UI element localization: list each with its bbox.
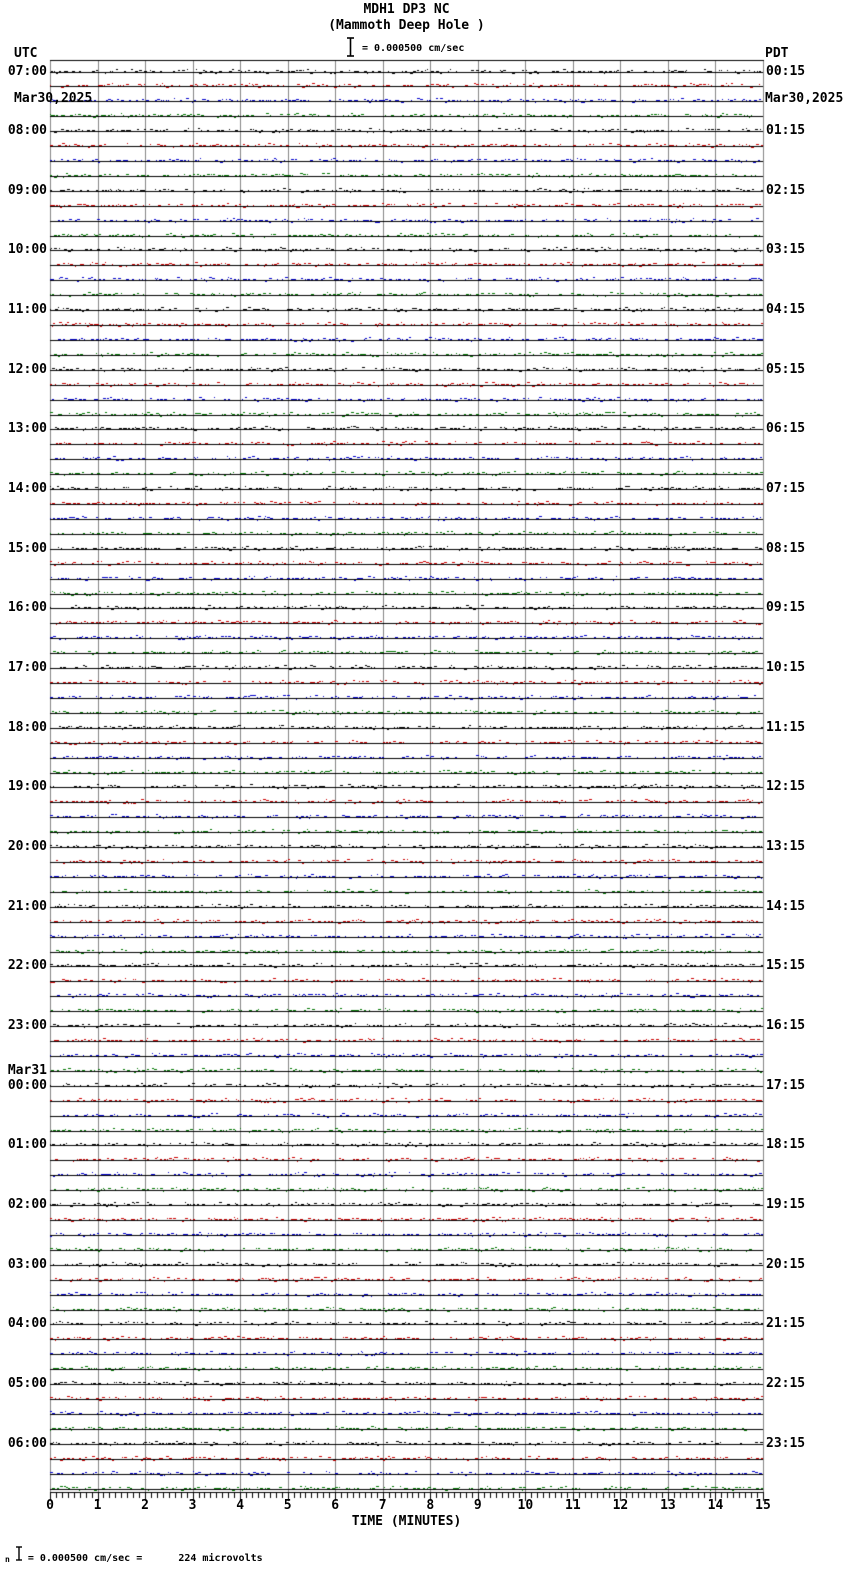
utc-hour-label: 14:00 [7,481,47,496]
pdt-hour-label: 19:15 [766,1197,806,1212]
pdt-hour-label: 18:15 [766,1137,806,1152]
x-axis-tick-label: 6 [331,1498,340,1513]
utc-hour-label: 12:00 [7,362,47,377]
pdt-hour-label: 11:15 [766,720,806,735]
pdt-hour-label: 06:15 [766,421,806,436]
pdt-hour-label: 02:15 [766,183,806,198]
utc-hour-label: 18:00 [7,720,47,735]
pdt-hour-label: 21:15 [766,1316,806,1331]
pdt-hour-label: 07:15 [766,481,806,496]
x-axis-tick-label: 3 [188,1498,197,1513]
x-axis-tick-label: 9 [473,1498,482,1513]
pdt-hour-label: 10:15 [766,660,806,675]
x-axis-tick-label: 5 [283,1498,292,1513]
footer-calibration-label: = 0.000500 cm/sec = 224 microvolts [27,1553,263,1564]
x-axis-tick-label: 10 [517,1498,534,1513]
x-axis-title: TIME (MINUTES) [351,1514,462,1529]
utc-hour-label: 11:00 [7,302,47,317]
utc-hour-label: 01:00 [7,1137,47,1152]
x-axis-tick-label: 15 [755,1498,771,1513]
utc-hour-label: 09:00 [7,183,47,198]
utc-hour-label: 22:00 [7,958,47,973]
utc-hour-label: 00:00 [7,1078,47,1093]
utc-hour-label: 06:00 [7,1436,47,1451]
scale-value-label: = 0.000500 cm/sec [362,43,465,54]
left-timezone-block: UTC Mar30,2025 [14,16,92,136]
pdt-hour-label: 03:15 [766,242,806,257]
utc-hour-label: 05:00 [7,1376,47,1391]
footer-prefix-glyph: n [5,1555,10,1564]
utc-hour-label: 04:00 [7,1316,47,1331]
x-axis-tick-label: 1 [93,1498,102,1513]
utc-hour-label: 17:00 [7,660,47,675]
pdt-hour-label: 08:15 [766,541,806,556]
pdt-hour-label: 22:15 [766,1376,806,1391]
pdt-hour-label: 16:15 [766,1018,806,1033]
date-marker-label: Mar31 [7,1063,47,1078]
utc-hour-label: 20:00 [7,839,47,854]
footer-scale-bar-icon [15,1546,23,1565]
x-axis-tick-label: 11 [565,1498,581,1513]
x-axis-tick-label: 12 [612,1498,629,1513]
pdt-hour-label: 00:15 [766,64,806,79]
right-date-label: Mar30,2025 [765,91,844,106]
utc-hour-label: 08:00 [7,123,47,138]
utc-hour-label: 19:00 [7,779,47,794]
x-axis-tick-label: 7 [378,1498,387,1513]
calibration-footer: n = 0.000500 cm/sec = 224 microvolts [5,1546,263,1565]
right-timezone-label: PDT [765,46,789,61]
utc-hour-label: 16:00 [7,600,47,615]
scale-bar-icon [346,37,355,61]
pdt-hour-label: 04:15 [766,302,806,317]
utc-hour-label: 07:00 [7,64,47,79]
x-axis-tick-label: 2 [141,1498,149,1513]
utc-hour-label: 10:00 [7,242,47,257]
pdt-hour-label: 17:15 [766,1078,806,1093]
pdt-hour-label: 09:15 [766,600,806,615]
pdt-hour-label: 20:15 [766,1257,806,1272]
x-axis-tick-label: 4 [236,1498,245,1513]
x-axis-tick-label: 8 [426,1498,435,1513]
utc-hour-label: 21:00 [7,899,47,914]
left-timezone-label: UTC [14,46,38,61]
x-axis-tick-label: 13 [660,1498,676,1513]
x-axis-tick-label: 14 [707,1498,724,1513]
page-subtitle: (Mammoth Deep Hole ) [328,18,485,33]
utc-hour-label: 15:00 [7,541,47,556]
pdt-hour-label: 14:15 [766,899,806,914]
pdt-hour-label: 01:15 [766,123,806,138]
utc-hour-label: 03:00 [7,1257,47,1272]
pdt-hour-label: 15:15 [766,958,806,973]
utc-hour-label: 13:00 [7,421,47,436]
scale-indicator: = 0.000500 cm/sec [346,37,464,61]
right-timezone-block: PDT Mar30,2025 [765,16,843,136]
x-axis-tick-label: 0 [46,1498,54,1513]
left-date-label: Mar30,2025 [14,91,93,106]
pdt-hour-label: 12:15 [766,779,806,794]
pdt-hour-label: 05:15 [766,362,806,377]
pdt-hour-label: 13:15 [766,839,806,854]
utc-hour-label: 02:00 [7,1197,47,1212]
utc-hour-label: 23:00 [7,1018,47,1033]
page-title: MDH1 DP3 NC [363,2,450,17]
pdt-hour-label: 23:15 [766,1436,806,1451]
